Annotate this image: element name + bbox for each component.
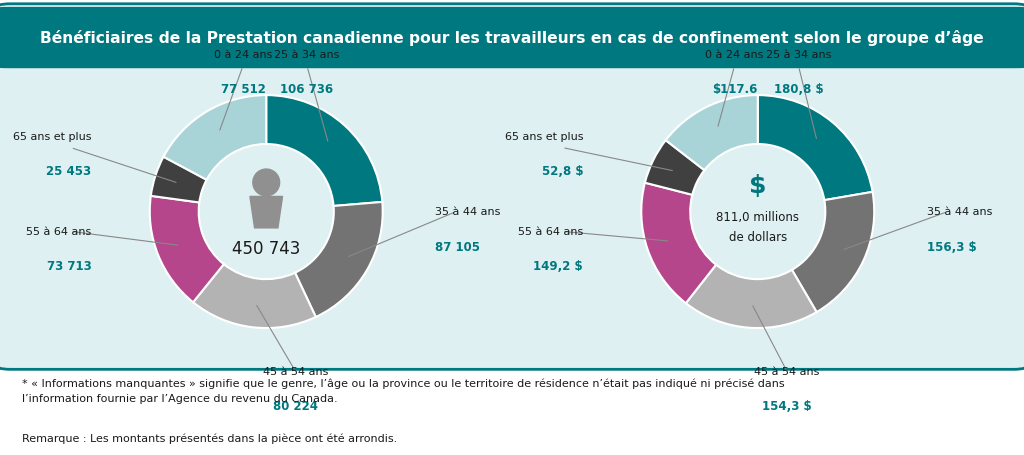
Text: 0 à 24 ans: 0 à 24 ans: [706, 50, 764, 60]
Wedge shape: [194, 264, 315, 328]
Text: 55 à 64 ans: 55 à 64 ans: [518, 227, 583, 237]
Wedge shape: [645, 140, 705, 195]
Wedge shape: [792, 192, 874, 312]
Polygon shape: [250, 197, 283, 228]
Text: 87 105: 87 105: [435, 241, 480, 254]
Text: 35 à 44 ans: 35 à 44 ans: [435, 207, 501, 217]
Wedge shape: [151, 157, 207, 202]
Text: 25 à 34 ans: 25 à 34 ans: [766, 50, 831, 60]
Text: $117.6: $117.6: [712, 83, 757, 96]
Wedge shape: [266, 95, 382, 206]
Text: 106 736: 106 736: [281, 83, 334, 96]
Text: Remarque : Les montants présentés dans la pièce ont été arrondis.: Remarque : Les montants présentés dans l…: [23, 433, 397, 444]
Text: de dollars: de dollars: [729, 231, 786, 244]
Text: 149,2 $: 149,2 $: [534, 261, 583, 273]
FancyBboxPatch shape: [0, 8, 1024, 67]
Text: 45 à 54 ans: 45 à 54 ans: [263, 367, 328, 377]
Text: 156,3 $: 156,3 $: [927, 241, 976, 254]
Text: 180,8 $: 180,8 $: [774, 83, 823, 96]
Text: Bénéficiaires de la Prestation canadienne pour les travailleurs en cas de confin: Bénéficiaires de la Prestation canadienn…: [40, 30, 984, 46]
Wedge shape: [150, 196, 224, 302]
Text: 811,0 millions: 811,0 millions: [716, 211, 800, 224]
FancyBboxPatch shape: [0, 4, 1024, 369]
Text: 55 à 64 ans: 55 à 64 ans: [27, 227, 91, 237]
Text: 52,8 $: 52,8 $: [542, 165, 583, 178]
Wedge shape: [758, 95, 872, 200]
Text: 80 224: 80 224: [272, 400, 317, 413]
Wedge shape: [666, 95, 758, 170]
Text: * « Informations manquantes » signifie que le genre, l’âge ou la province ou le : * « Informations manquantes » signifie q…: [23, 379, 785, 404]
Wedge shape: [295, 202, 383, 317]
Text: 77 512: 77 512: [220, 83, 265, 96]
Text: 0 à 24 ans: 0 à 24 ans: [214, 50, 272, 60]
Text: 65 ans et plus: 65 ans et plus: [505, 131, 583, 142]
Wedge shape: [641, 183, 716, 303]
Text: 450 743: 450 743: [232, 240, 300, 258]
Circle shape: [253, 169, 280, 196]
Wedge shape: [686, 265, 816, 328]
Text: 73 713: 73 713: [47, 261, 91, 273]
Text: 65 ans et plus: 65 ans et plus: [13, 131, 91, 142]
Text: 25 à 34 ans: 25 à 34 ans: [274, 50, 340, 60]
Wedge shape: [164, 95, 266, 180]
Text: 45 à 54 ans: 45 à 54 ans: [755, 367, 819, 377]
Text: $: $: [749, 174, 767, 198]
Text: 35 à 44 ans: 35 à 44 ans: [927, 207, 992, 217]
Text: 25 453: 25 453: [46, 165, 91, 178]
Text: 154,3 $: 154,3 $: [762, 400, 812, 413]
